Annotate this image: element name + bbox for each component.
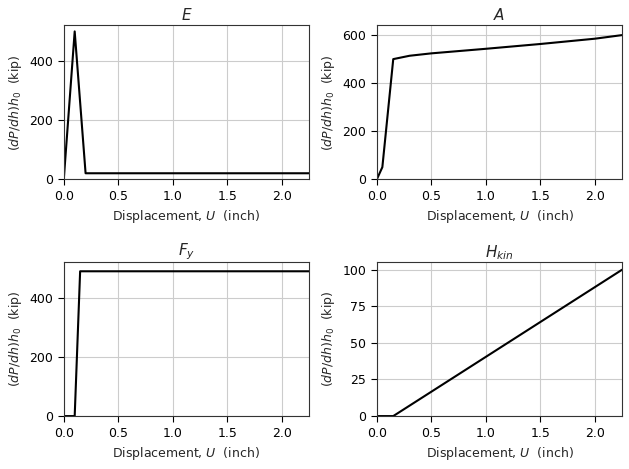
Y-axis label: $(dP/dh)h_0$  (kip): $(dP/dh)h_0$ (kip) [320, 54, 337, 151]
Title: $H_{kin}$: $H_{kin}$ [485, 243, 514, 262]
Title: $F_y$: $F_y$ [178, 242, 195, 263]
Title: $A$: $A$ [493, 7, 506, 23]
Y-axis label: $(dP/dh)h_0$  (kip): $(dP/dh)h_0$ (kip) [320, 291, 337, 387]
X-axis label: Displacement, $U$  (inch): Displacement, $U$ (inch) [426, 208, 574, 225]
Title: $E$: $E$ [181, 7, 192, 23]
X-axis label: Displacement, $U$  (inch): Displacement, $U$ (inch) [113, 445, 260, 462]
Y-axis label: $(dP/dh)h_0$  (kip): $(dP/dh)h_0$ (kip) [7, 291, 24, 387]
X-axis label: Displacement, $U$  (inch): Displacement, $U$ (inch) [113, 208, 260, 225]
X-axis label: Displacement, $U$  (inch): Displacement, $U$ (inch) [426, 445, 574, 462]
Y-axis label: $(dP/dh)h_0$  (kip): $(dP/dh)h_0$ (kip) [7, 54, 24, 151]
